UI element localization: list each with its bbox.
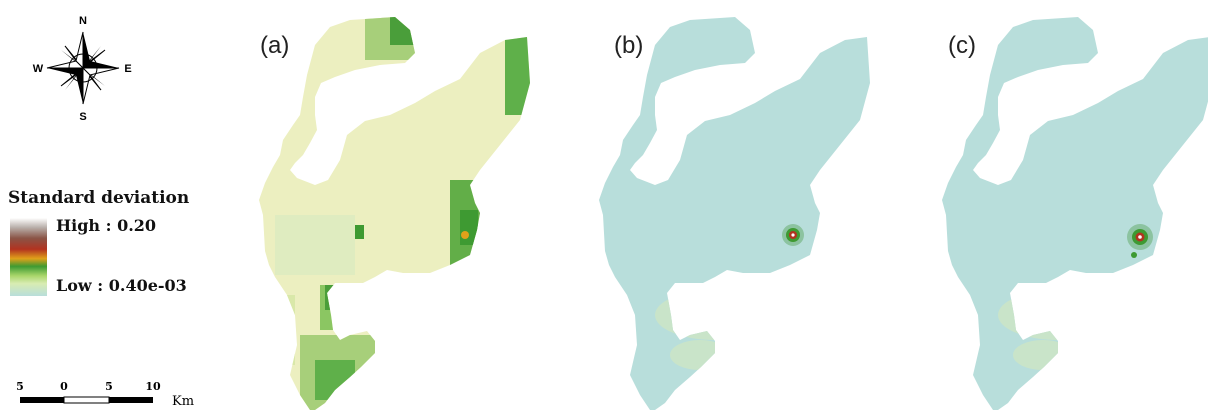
region-fill	[259, 17, 530, 410]
legend-high-label: High : 0.20	[56, 216, 157, 235]
scale-segment-white	[63, 396, 110, 404]
scale-tick-label: 10	[145, 380, 161, 393]
scale-bar: 5 0 5 10 Km	[12, 380, 212, 410]
scale-segment-black	[109, 397, 153, 403]
panel-label-b: (b)	[614, 32, 644, 59]
north-arrow-compass: N S E W	[30, 12, 140, 123]
map-panel-b	[595, 15, 895, 410]
region-fill	[599, 17, 870, 410]
scale-unit: Km	[172, 394, 194, 409]
compass-west-label: W	[33, 63, 44, 75]
panel-label-a: (a)	[260, 32, 290, 59]
scale-tick-label: 0	[60, 380, 68, 393]
legend-title: Standard deviation	[8, 188, 190, 208]
hotspot-marker	[461, 231, 469, 239]
legend-low-label: Low : 0.40e-03	[56, 276, 187, 295]
compass-rose-icon: N S E W	[33, 15, 132, 123]
scale-tick-label: 5	[105, 380, 113, 393]
panel-label-c: (c)	[948, 32, 976, 59]
map-panel-a	[255, 15, 555, 410]
compass-north-label: N	[79, 15, 87, 27]
legend: Standard deviation High : 0.20 Low : 0.4…	[8, 188, 208, 308]
compass-east-label: E	[124, 63, 131, 75]
map-panel-c	[938, 15, 1208, 410]
region-fill	[942, 17, 1208, 410]
legend-color-ramp	[10, 218, 47, 296]
scale-segment-black	[20, 397, 64, 403]
scale-tick-label: 5	[16, 380, 24, 393]
compass-south-label: S	[79, 111, 86, 122]
